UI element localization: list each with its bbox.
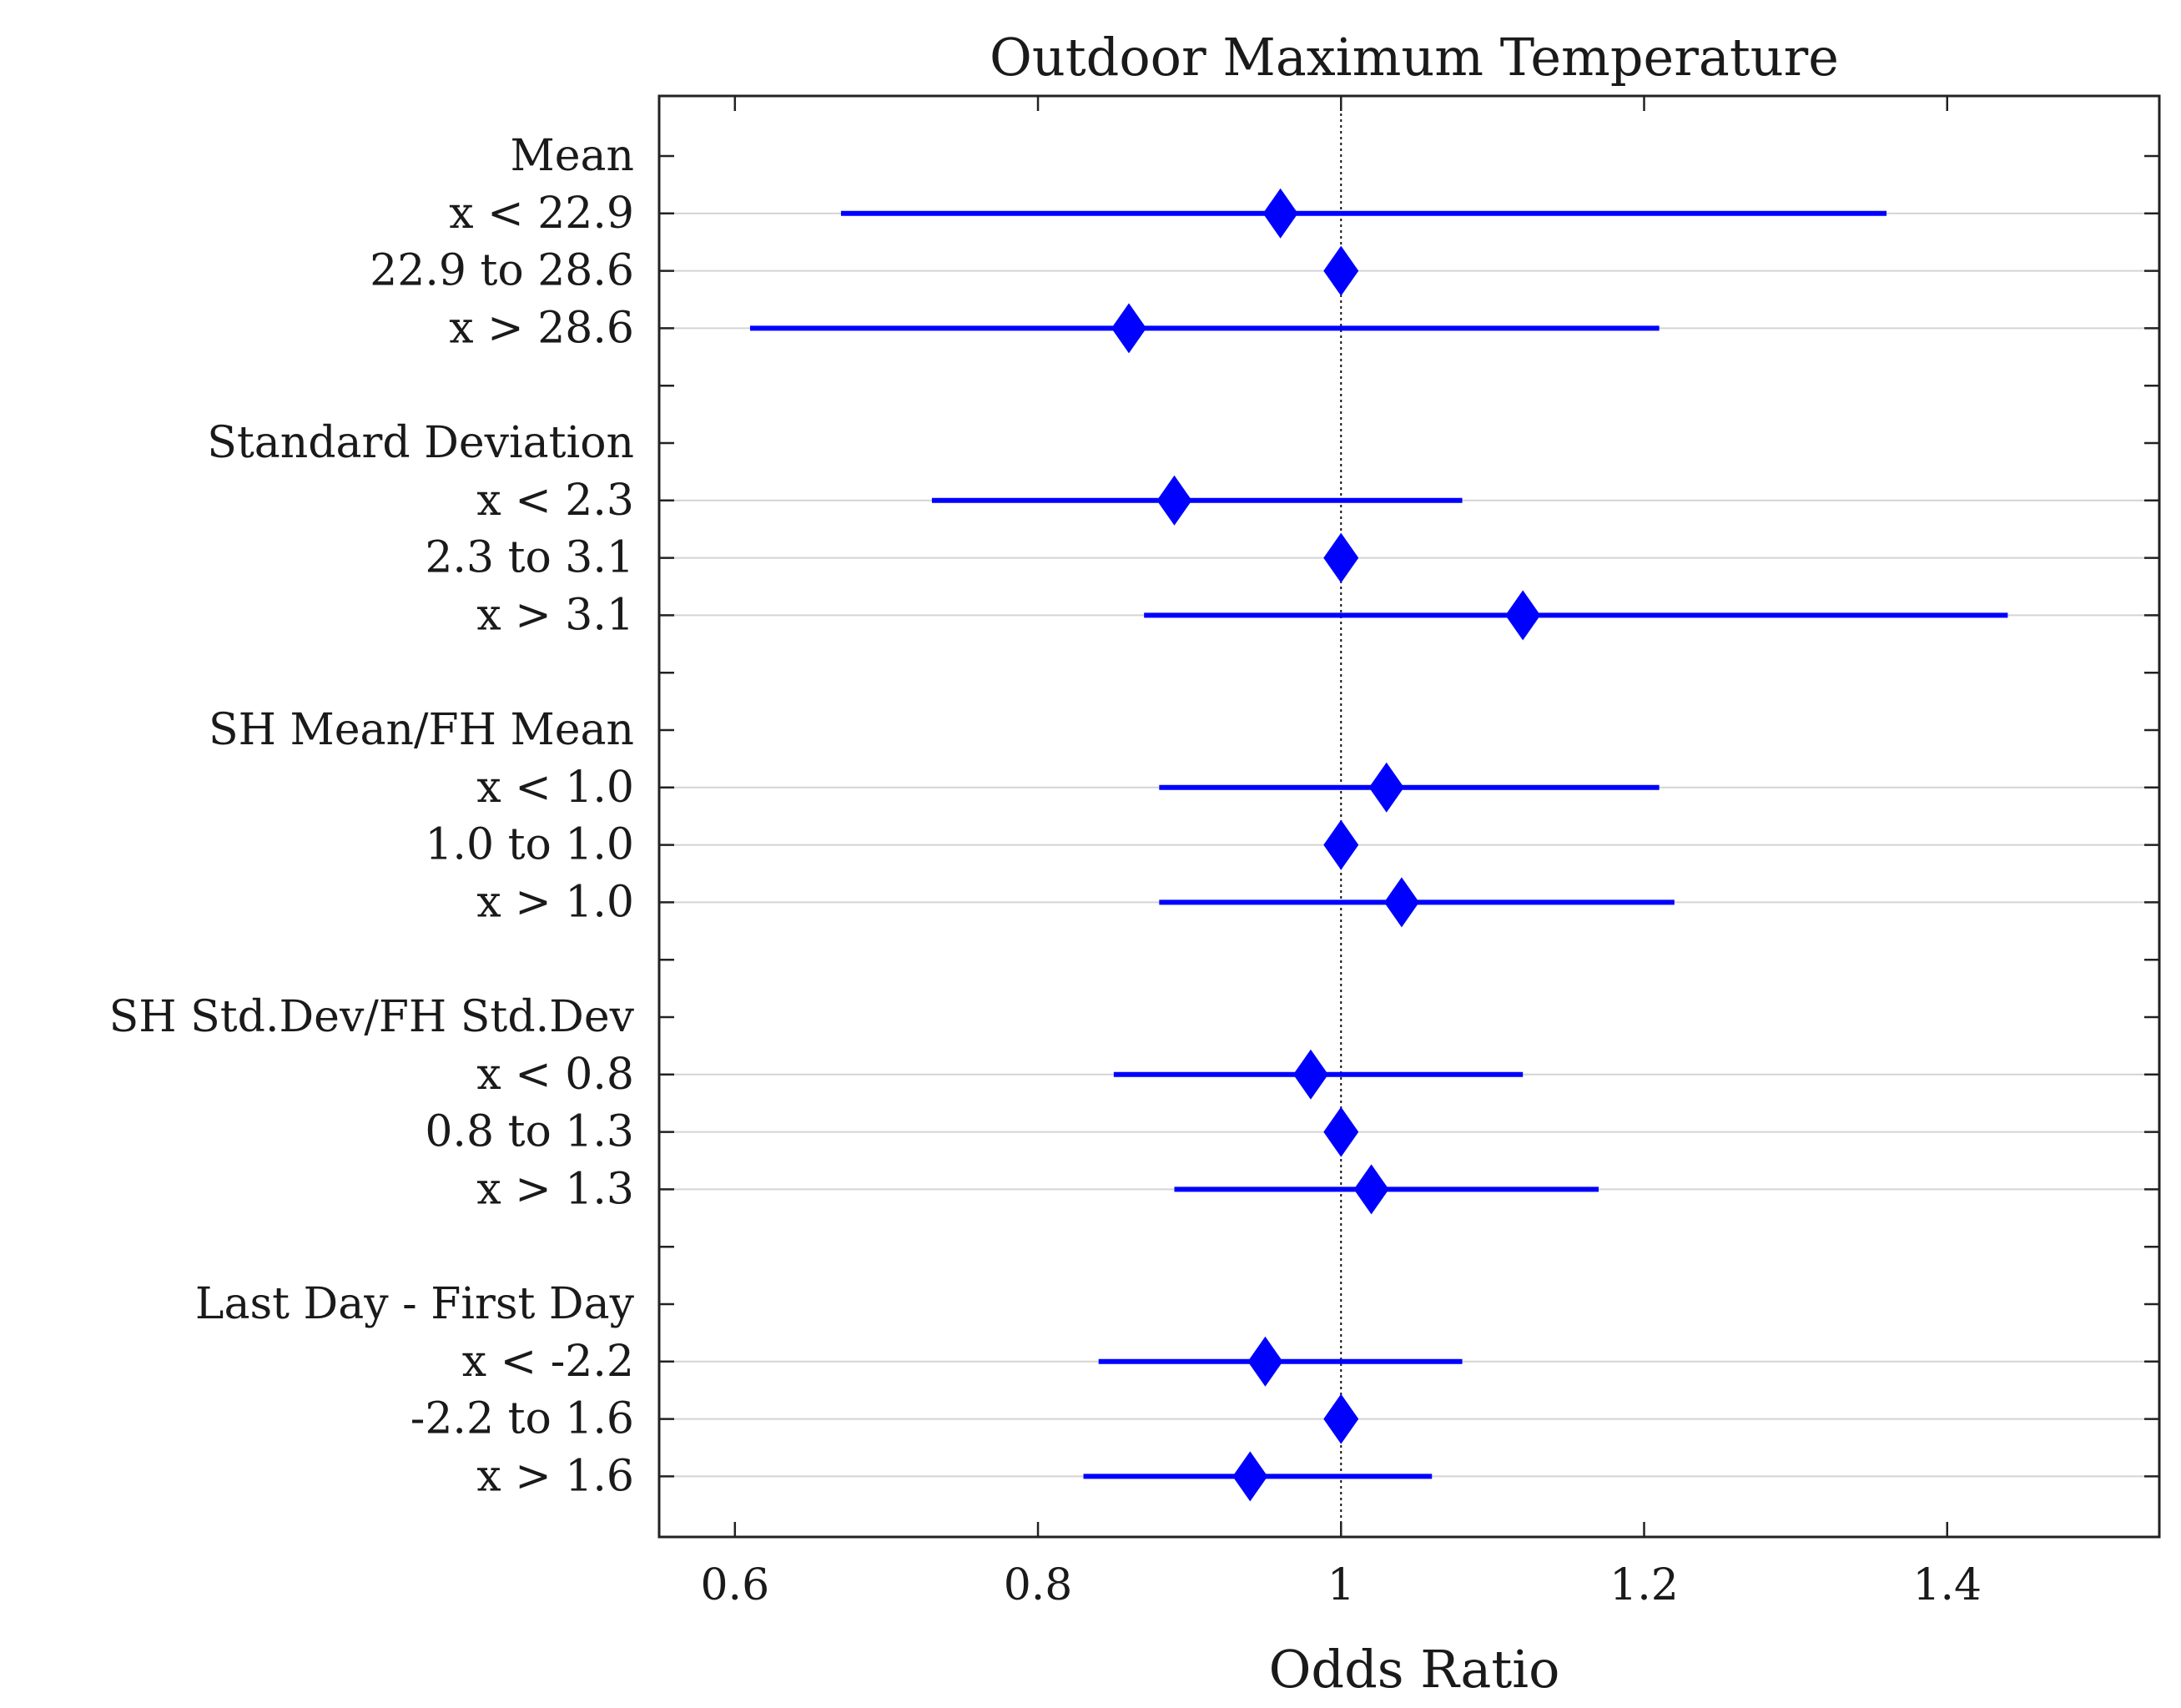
odds-ratio-marker [1292, 1049, 1328, 1100]
row-label: x > 28.6 [449, 303, 634, 353]
row-label: x < 22.9 [449, 189, 634, 239]
x-tick-label: 0.6 [700, 1560, 769, 1610]
axes-layer [657, 94, 2161, 1539]
row-label: x > 1.3 [476, 1164, 634, 1214]
odds-ratio-marker [1323, 245, 1359, 296]
odds-ratio-marker [1323, 532, 1359, 583]
x-tick-label: 1 [1327, 1560, 1355, 1610]
group-header-label: SH Std.Dev/FH Std.Dev [109, 992, 635, 1042]
row-label: x > 1.0 [476, 877, 634, 927]
x-tick-label: 1.2 [1609, 1560, 1679, 1610]
grid-layer [659, 212, 2159, 1478]
x-tick-label: 1.4 [1912, 1560, 1982, 1610]
row-label: x < -2.2 [462, 1337, 634, 1387]
row-label: x > 3.1 [476, 590, 634, 640]
x-axis-label: Odds Ratio [1269, 1639, 1560, 1700]
axes-box [657, 94, 2161, 1539]
odds-ratio-marker [1323, 819, 1359, 870]
row-label: -2.2 to 1.6 [411, 1394, 634, 1444]
odds-ratio-marker [1353, 1164, 1389, 1215]
odds-ratio-marker [1323, 1393, 1359, 1444]
group-header-label: Mean [510, 131, 634, 181]
row-label: 2.3 to 3.1 [425, 533, 634, 583]
group-header-label: SH Mean/FH Mean [209, 705, 634, 755]
row-label: 22.9 to 28.6 [370, 246, 634, 296]
chart-title: Outdoor Maximum Temperature [990, 27, 1839, 88]
odds-ratio-marker [1232, 1451, 1268, 1502]
row-label: x < 1.0 [476, 763, 634, 813]
row-label: x < 2.3 [476, 476, 634, 526]
x-ticks-layer: 0.6 0.8 1 1.2 1.4 [700, 1560, 1982, 1610]
row-label: 0.8 to 1.3 [425, 1107, 634, 1157]
odds-ratio-marker [1368, 762, 1404, 813]
odds-ratio-marker [1247, 1336, 1283, 1387]
odds-ratio-marker [1383, 877, 1419, 928]
y-labels-layer: Mean x < 22.9 22.9 to 28.6 x > 28.6 Standard… [109, 131, 635, 1501]
row-label: x > 1.6 [476, 1451, 634, 1501]
group-header-label: Last Day - First Day [195, 1279, 635, 1329]
odds-ratio-marker [1262, 188, 1298, 239]
odds-ratio-marker [1505, 590, 1541, 641]
row-label: 1.0 to 1.0 [425, 820, 634, 870]
odds-ratio-marker [1156, 475, 1192, 526]
row-label: x < 0.8 [476, 1050, 634, 1100]
odds-ratio-marker [1111, 303, 1147, 354]
marks-layer [749, 188, 2008, 1502]
odds-ratio-marker [1323, 1106, 1359, 1157]
group-header-label: Standard Deviation [207, 418, 634, 468]
x-tick-label: 0.8 [1004, 1560, 1073, 1610]
